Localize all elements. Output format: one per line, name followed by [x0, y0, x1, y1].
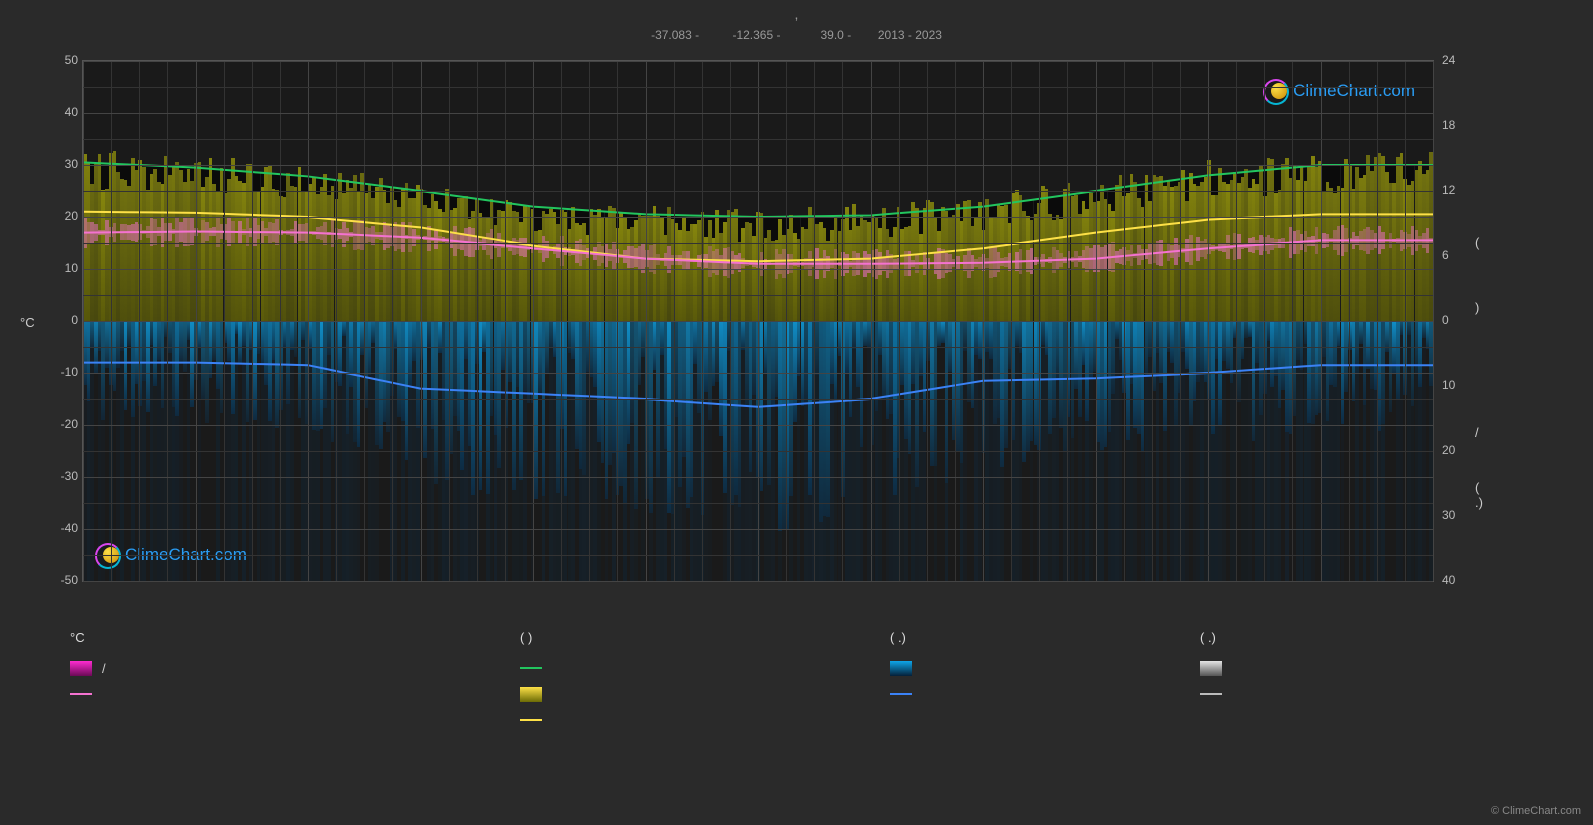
ytick-right-upper: 24 — [1442, 53, 1472, 67]
chart-title: , — [0, 6, 1593, 22]
legend-swatch — [1200, 693, 1222, 695]
ytick-left: -20 — [50, 417, 78, 431]
right-upper-label-open: ( — [1475, 235, 1479, 250]
legend-swatch — [890, 661, 912, 676]
ytick-left: 40 — [50, 105, 78, 119]
ytick-right-lower: 40 — [1442, 573, 1472, 587]
brand-text: ClimeChart.com — [1293, 81, 1415, 101]
right-upper-label-close: ) — [1475, 300, 1479, 315]
ytick-left: 50 — [50, 53, 78, 67]
ytick-left: -10 — [50, 365, 78, 379]
legend-item — [70, 685, 430, 703]
legend-item — [520, 685, 880, 703]
legend-swatch — [1200, 661, 1222, 676]
legend-header: ( ) — [520, 630, 880, 645]
lat-value: -37.083 - — [651, 28, 699, 42]
ytick-right-lower: 10 — [1442, 378, 1472, 392]
ytick-left: 20 — [50, 209, 78, 223]
ytick-left: 0 — [50, 313, 78, 327]
legend-label: / — [102, 661, 106, 676]
legend-column: °C / — [70, 630, 430, 711]
legend-swatch — [70, 661, 92, 676]
legend-item — [890, 659, 1250, 677]
legend-swatch — [890, 693, 912, 695]
legend-column: ( .) — [1200, 630, 1560, 711]
ytick-right-upper: 12 — [1442, 183, 1472, 197]
right-lower-label: / — [1475, 425, 1479, 440]
years-value: 2013 - 2023 — [878, 28, 942, 42]
right-lower-label2-open: ( — [1475, 480, 1479, 495]
copyright: © ClimeChart.com — [1491, 805, 1581, 817]
plot-area: ClimeChart.com ClimeChart.com — [82, 60, 1434, 582]
brand-logo-top: ClimeChart.com — [1263, 79, 1415, 103]
ytick-right-upper: 0 — [1442, 313, 1472, 327]
ytick-right-upper: 6 — [1442, 248, 1472, 262]
legend-column: ( ) — [520, 630, 880, 737]
logo-icon — [1263, 79, 1287, 103]
legend-header: °C — [70, 630, 430, 645]
legend-header: ( .) — [890, 630, 1250, 645]
ytick-left: -30 — [50, 469, 78, 483]
legend-item — [1200, 685, 1560, 703]
ytick-right-lower: 30 — [1442, 508, 1472, 522]
legend-swatch — [70, 693, 92, 695]
legend-swatch — [520, 667, 542, 669]
ytick-right-upper: 18 — [1442, 118, 1472, 132]
chart-subtitle: -37.083 - -12.365 - 39.0 - 2013 - 2023 — [0, 28, 1593, 42]
chart-container: , -37.083 - -12.365 - 39.0 - 2013 - 2023… — [0, 0, 1593, 825]
legend-item: / — [70, 659, 430, 677]
legend-item — [890, 685, 1250, 703]
legend-column: ( .) — [890, 630, 1250, 711]
legend-item — [520, 659, 880, 677]
ytick-left: -50 — [50, 573, 78, 587]
y-axis-left-label: °C — [20, 315, 35, 330]
legend-item — [520, 711, 880, 729]
ytick-left: -40 — [50, 521, 78, 535]
legend-swatch — [520, 687, 542, 702]
ytick-right-lower: 20 — [1442, 443, 1472, 457]
ytick-left: 30 — [50, 157, 78, 171]
legend-swatch — [520, 719, 542, 721]
lon-value: -12.365 - — [732, 28, 780, 42]
right-lower-label2-close: .) — [1475, 495, 1483, 510]
legend-header: ( .) — [1200, 630, 1560, 645]
elev-value: 39.0 - — [821, 28, 852, 42]
legend-item — [1200, 659, 1560, 677]
ytick-left: 10 — [50, 261, 78, 275]
